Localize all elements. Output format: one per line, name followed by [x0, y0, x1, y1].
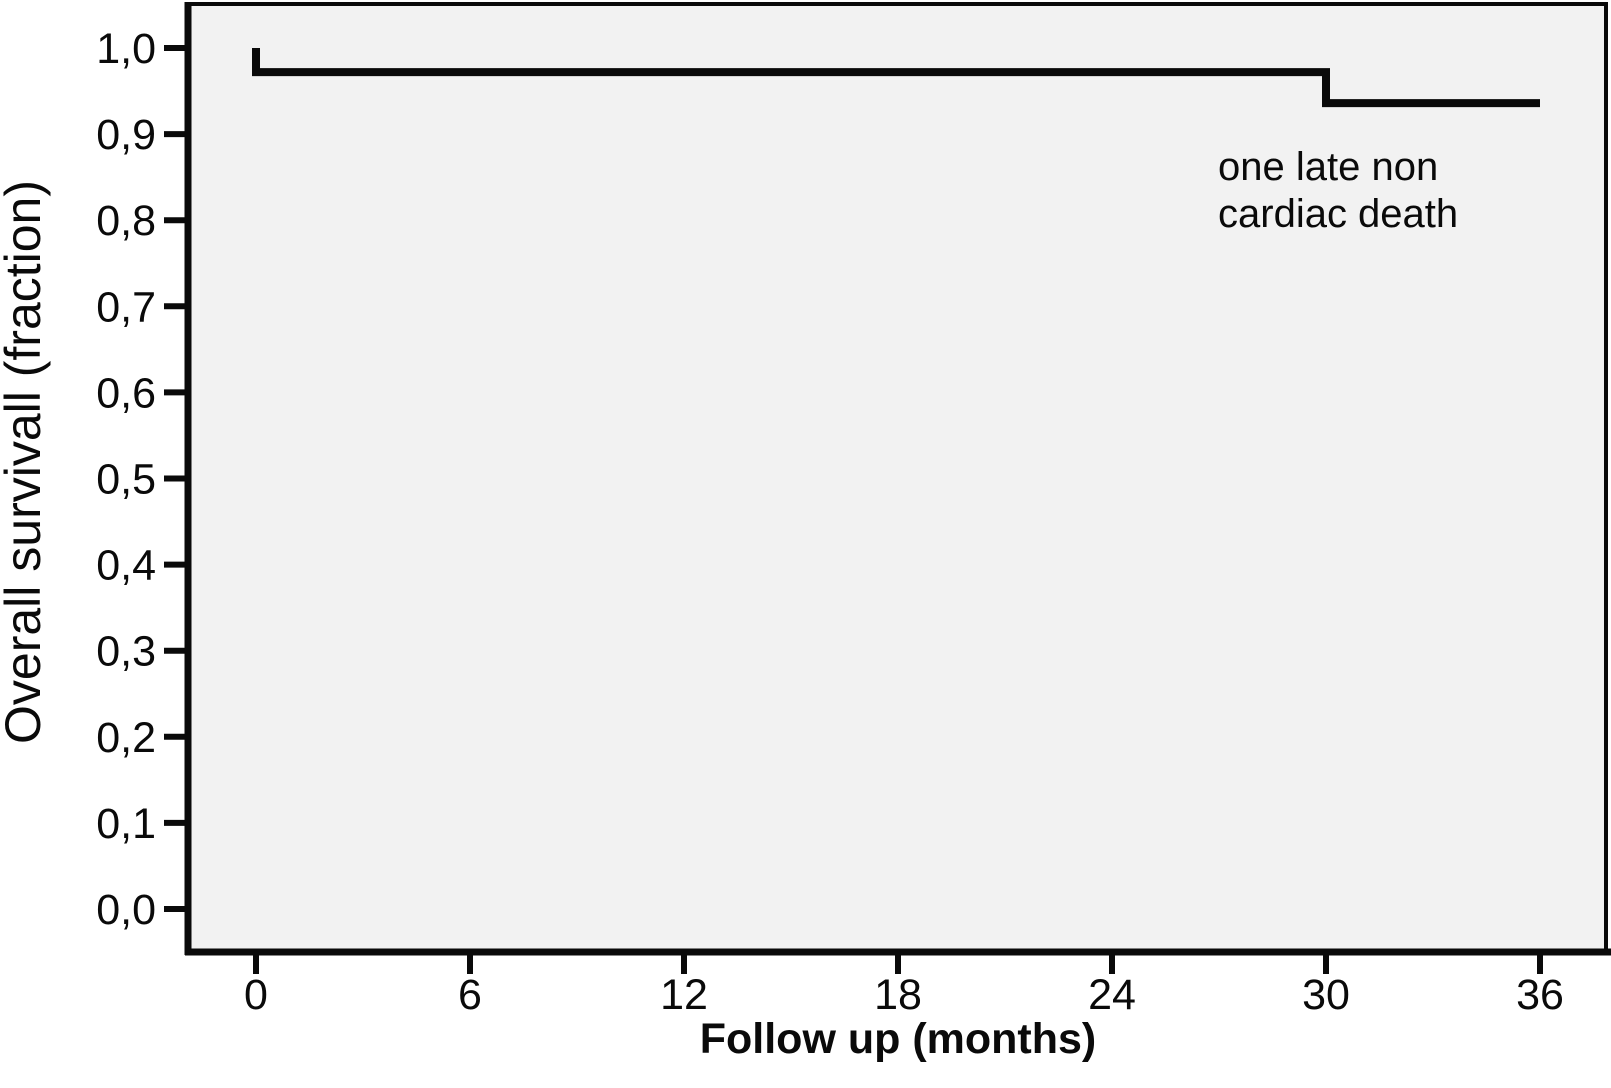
y-tick-label: 0,0	[96, 886, 156, 934]
survival-curve	[252, 48, 1540, 108]
y-tick-label: 0,8	[96, 197, 156, 245]
y-tick-label: 0,7	[96, 283, 156, 331]
y-tick-label: 1,0	[96, 25, 156, 73]
y-tick-label: 0,5	[96, 456, 156, 504]
y-tick-label: 0,9	[96, 111, 156, 159]
x-tick-label: 24	[1088, 971, 1136, 1019]
x-tick-label: 18	[874, 971, 922, 1019]
y-tick-label: 0,3	[96, 628, 156, 676]
x-tick-label: 30	[1302, 971, 1350, 1019]
survival-curve-line	[252, 48, 1540, 108]
y-tick-label: 0,6	[96, 369, 156, 417]
x-ticks: 0 6 12 18 24 30 36	[244, 955, 1564, 1019]
plot-area	[185, 2, 1606, 952]
x-tick-label: 0	[244, 971, 268, 1019]
x-tick-label: 6	[458, 971, 482, 1019]
y-axis-title: Overall survivall (fraction)	[0, 180, 51, 744]
y-ticks: 0,0 0,1 0,2 0,3 0,4 0,5 0,6 0,7 0,8 0,9 1,0	[96, 25, 186, 934]
y-tick-label: 0,2	[96, 714, 156, 762]
annotation-text-line-1: one late non	[1218, 145, 1438, 189]
x-axis-title: Follow up (months)	[700, 1015, 1096, 1063]
x-tick-label: 36	[1516, 971, 1564, 1019]
x-tick-label: 12	[660, 971, 708, 1019]
y-tick-label: 0,4	[96, 542, 156, 590]
y-tick-label: 0,1	[96, 800, 156, 848]
annotation-text-line-2: cardiac death	[1218, 192, 1458, 236]
